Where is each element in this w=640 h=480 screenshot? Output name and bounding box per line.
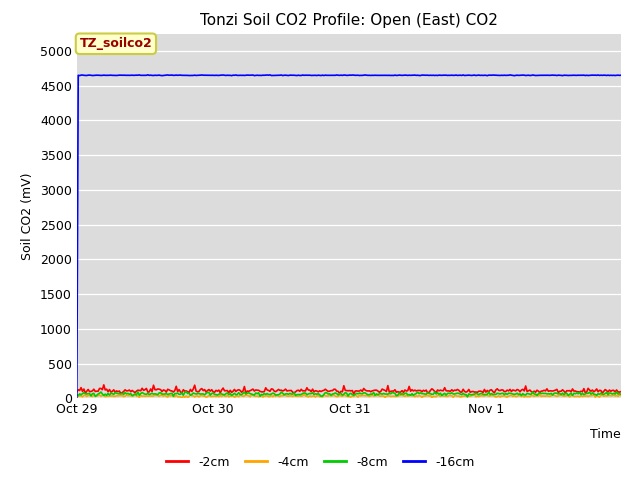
-2cm — [617, 389, 625, 395]
-16cm — [462, 72, 470, 78]
-4cm — [131, 391, 139, 397]
-4cm — [92, 393, 99, 398]
-16cm — [614, 72, 622, 78]
-2cm — [616, 389, 623, 395]
-8cm — [354, 391, 362, 396]
-8cm — [463, 394, 471, 400]
-16cm — [354, 72, 362, 78]
-8cm — [616, 391, 623, 396]
Y-axis label: Soil CO2 (mV): Soil CO2 (mV) — [21, 172, 35, 260]
-16cm — [92, 72, 99, 78]
-2cm — [350, 391, 358, 397]
-16cm — [73, 396, 81, 401]
-4cm — [545, 393, 552, 399]
-2cm — [356, 388, 364, 394]
-2cm — [463, 389, 471, 395]
Line: -8cm: -8cm — [77, 392, 621, 397]
Line: -4cm: -4cm — [77, 394, 621, 398]
-2cm — [110, 387, 118, 393]
Legend: -2cm, -4cm, -8cm, -16cm: -2cm, -4cm, -8cm, -16cm — [161, 451, 479, 474]
Text: Time: Time — [590, 428, 621, 441]
-16cm — [108, 72, 116, 78]
-4cm — [354, 394, 362, 400]
-16cm — [543, 72, 551, 78]
-16cm — [144, 72, 152, 78]
-4cm — [617, 393, 625, 398]
Line: -2cm: -2cm — [77, 385, 621, 394]
-8cm — [182, 389, 190, 395]
-2cm — [545, 388, 552, 394]
-2cm — [92, 388, 99, 394]
-8cm — [617, 391, 625, 397]
-8cm — [108, 391, 116, 396]
-16cm — [617, 72, 625, 78]
-4cm — [73, 394, 81, 400]
-8cm — [545, 391, 552, 396]
-2cm — [73, 389, 81, 395]
Text: TZ_soilco2: TZ_soilco2 — [79, 37, 152, 50]
-8cm — [462, 392, 470, 397]
-4cm — [428, 395, 436, 401]
Title: Tonzi Soil CO2 Profile: Open (East) CO2: Tonzi Soil CO2 Profile: Open (East) CO2 — [200, 13, 498, 28]
-8cm — [92, 394, 99, 399]
-4cm — [108, 393, 116, 399]
-4cm — [463, 394, 471, 399]
-8cm — [73, 391, 81, 397]
-4cm — [616, 392, 623, 398]
-2cm — [100, 382, 108, 388]
Line: -16cm: -16cm — [77, 75, 621, 398]
